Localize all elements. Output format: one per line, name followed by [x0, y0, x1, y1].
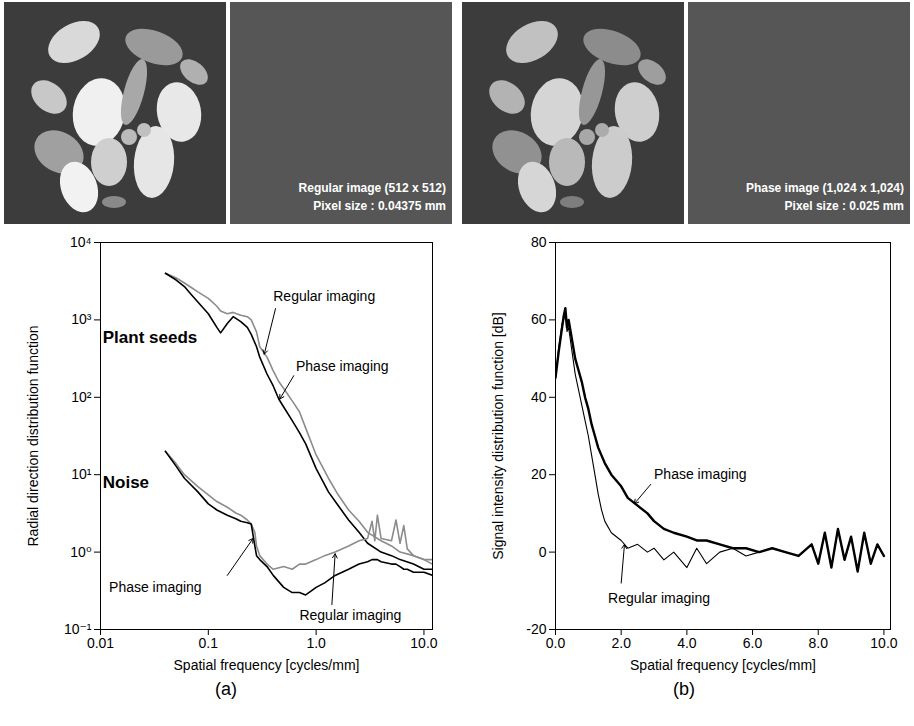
svg-text:Pixel size : 0.025 mm: Pixel size : 0.025 mm — [785, 199, 904, 213]
svg-text:10¹: 10¹ — [71, 466, 92, 482]
svg-text:40: 40 — [531, 389, 547, 405]
svg-text:0: 0 — [539, 544, 547, 560]
svg-text:Plant seeds: Plant seeds — [103, 328, 197, 347]
svg-text:10⁻¹: 10⁻¹ — [63, 621, 92, 637]
svg-text:Pixel size : 0.04375 mm: Pixel size : 0.04375 mm — [313, 199, 446, 213]
svg-text:0.1: 0.1 — [199, 635, 219, 651]
svg-text:Regular image (512 x 512): Regular image (512 x 512) — [299, 181, 446, 195]
svg-text:Signal intensity distribution: Signal intensity distribution function [… — [490, 312, 506, 559]
svg-text:-20: -20 — [526, 621, 546, 637]
svg-text:10²: 10² — [71, 389, 92, 405]
svg-text:Phase imaging: Phase imaging — [296, 358, 389, 374]
svg-text:Regular imaging: Regular imaging — [273, 288, 375, 304]
svg-text:10⁰: 10⁰ — [70, 544, 92, 560]
svg-text:20: 20 — [531, 466, 547, 482]
svg-text:6.0: 6.0 — [743, 635, 763, 651]
svg-text:Radial direction distribution: Radial direction distribution function — [25, 325, 41, 546]
svg-text:8.0: 8.0 — [809, 635, 829, 651]
svg-text:80: 80 — [531, 234, 547, 250]
svg-text:10³: 10³ — [71, 311, 92, 327]
svg-text:Noise: Noise — [103, 473, 149, 492]
svg-text:Phase imaging: Phase imaging — [109, 579, 202, 595]
svg-text:10⁴: 10⁴ — [70, 234, 92, 250]
html-text:(a): (a) — [215, 679, 237, 699]
svg-text:2.0: 2.0 — [611, 635, 631, 651]
svg-text:Phase imaging: Phase imaging — [654, 466, 747, 482]
svg-text:Regular imaging: Regular imaging — [299, 607, 401, 623]
svg-text:60: 60 — [531, 311, 547, 327]
svg-text:Regular imaging: Regular imaging — [608, 590, 710, 606]
svg-text:10.0: 10.0 — [410, 635, 437, 651]
svg-text:4.0: 4.0 — [677, 635, 697, 651]
svg-text:Spatial frequency [cycles/mm]: Spatial frequency [cycles/mm] — [174, 657, 360, 673]
html-text:(b): (b) — [673, 679, 695, 699]
svg-text:10.0: 10.0 — [870, 635, 897, 651]
svg-text:Spatial frequency [cycles/mm]: Spatial frequency [cycles/mm] — [630, 657, 816, 673]
svg-text:0.0: 0.0 — [546, 635, 566, 651]
svg-text:0.01: 0.01 — [87, 635, 114, 651]
svg-text:Phase image (1,024 x 1,024): Phase image (1,024 x 1,024) — [746, 181, 904, 195]
svg-text:1.0: 1.0 — [306, 635, 326, 651]
